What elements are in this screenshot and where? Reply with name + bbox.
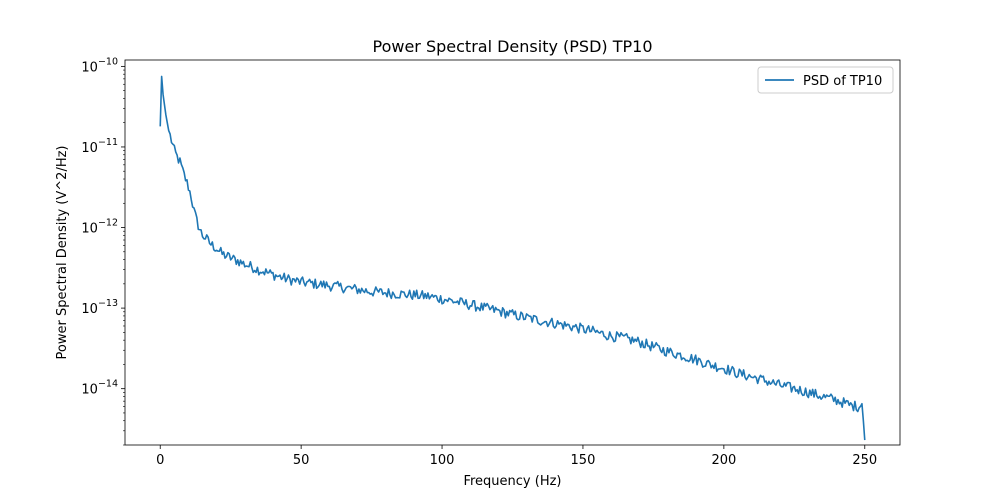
x-tick-label: 0 — [156, 453, 164, 468]
y-axis-label: Power Spectral Density (V^2/Hz) — [55, 146, 70, 360]
x-tick-label: 250 — [852, 453, 877, 468]
plot-frame — [124, 59, 901, 446]
x-tick-label: 100 — [430, 453, 455, 468]
plot-area: 0 50 100 150 200 250 10−1410−1310−1210−1110−1… — [81, 56, 901, 468]
y-tick-label: 10−11 — [81, 137, 118, 156]
x-tick-label: 150 — [571, 453, 596, 468]
x-tick-label: 50 — [293, 453, 310, 468]
y-tick-label: 10−12 — [81, 218, 118, 237]
x-axis-label: Frequency (Hz) — [463, 474, 561, 489]
x-tick-label: 200 — [711, 453, 736, 468]
x-axis: 0 50 100 150 200 250 — [156, 445, 877, 468]
legend-box — [757, 66, 894, 94]
series-line — [159, 75, 866, 441]
legend-label: PSD of TP10 — [803, 74, 882, 89]
y-tick-label: 10−14 — [81, 379, 118, 398]
chart-title: Power Spectral Density (PSD) TP10 — [373, 37, 653, 56]
y-tick-label: 10−13 — [81, 298, 118, 317]
y-axis: 10−14 10−13 10−12 10−11 10−10 — [81, 56, 125, 446]
legend: PSD of TP10 — [757, 66, 894, 94]
series-layer — [159, 75, 866, 441]
y-tick-label: 10−10 — [81, 56, 118, 75]
